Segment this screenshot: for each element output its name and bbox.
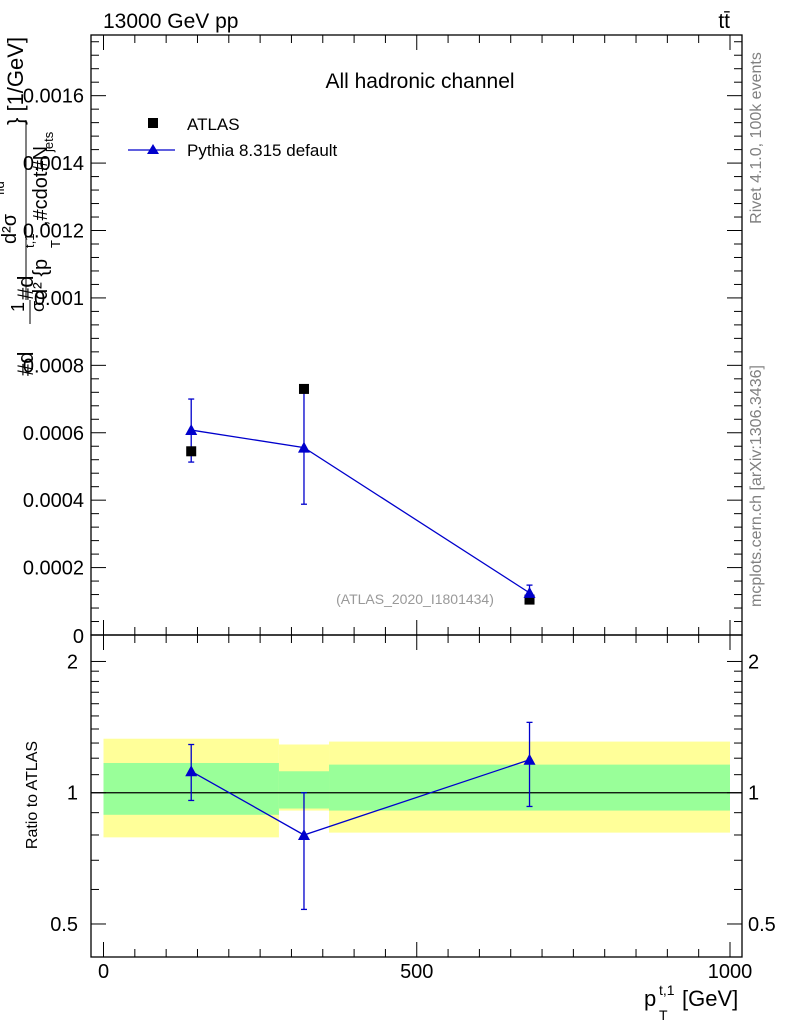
ratio-pythia-point	[523, 753, 536, 765]
legend-atlas-label: ATLAS	[187, 115, 240, 134]
ylabel-frac-den-sub: T	[48, 240, 63, 248]
ratio-y-tick-label-right: 1	[748, 783, 759, 805]
ratio-pythia-point	[297, 828, 310, 840]
x-tick-label: 500	[400, 961, 433, 983]
atlas-data-point	[186, 446, 197, 457]
ratio-y-tick-label-right: 0.5	[748, 914, 776, 936]
atlas-data-point	[298, 383, 309, 394]
ylabel-suffix: } [1/GeV]	[3, 37, 28, 125]
ratio-y-tick-label-left: 2	[67, 651, 78, 673]
legend-pythia-label: Pythia 8.315 default	[187, 141, 338, 160]
x-axis-label-sup: t,1	[659, 982, 675, 998]
pythia-series-line	[191, 429, 530, 594]
x-axis-label-sub: T	[659, 1007, 668, 1023]
ylabel-frac-num: d²σ	[0, 213, 21, 244]
ratio-y-tick-label-right: 2	[748, 651, 759, 673]
legend-pythia-marker	[147, 144, 159, 154]
ylabel-frac-den-sub2: jets	[41, 131, 56, 153]
ylabel-prefix-d: #d	[13, 352, 38, 376]
y-tick-label: 0.0008	[23, 355, 84, 377]
x-axis-label-main: p	[644, 986, 656, 1011]
ratio-plot-ticks	[91, 635, 742, 957]
pythia-data-point	[297, 441, 310, 453]
y-tick-label: 0.001	[34, 288, 84, 310]
main-plot-y-tick-labels: 0.0002 0.0004 0.0006 0.0008 0.001 0.0012 0.001…	[23, 86, 84, 648]
ratio-pythia-point	[185, 765, 198, 777]
main-plot-panel: 0.0002 0.0004 0.0006 0.0008 0.001 0.0012 0.001…	[0, 34, 743, 648]
y-tick-label: 0.0002	[23, 558, 84, 580]
ratio-plot-tick-labels: 0.5 0.5 1 1 2 2 0 500 1000	[50, 651, 776, 983]
ratio-y-axis-label: Ratio to ATLAS	[24, 741, 41, 849]
y-tick-label: 0.0004	[23, 490, 84, 512]
y-tick-label: 0.0012	[23, 221, 84, 243]
ratio-y-tick-label-left: 1	[67, 783, 78, 805]
ylabel-frac-num-sup: fid	[0, 181, 7, 195]
y-tick-label-zero: 0	[73, 626, 84, 648]
atlas-data-point	[524, 594, 535, 605]
pythia-data-point	[185, 424, 198, 436]
analysis-watermark: (ATLAS_2020_I1801434)	[336, 591, 494, 607]
pythia-data-point	[523, 586, 536, 598]
header-energy: 13000 GeV pp	[103, 10, 238, 33]
ratio-plot-data	[185, 721, 536, 911]
ylabel-frac-den: d² {p	[30, 259, 52, 300]
legend-atlas-marker	[148, 118, 158, 128]
ylabel-frac-den-tail: ,#cdot#N	[30, 146, 52, 226]
plot-title: All hadronic channel	[325, 70, 514, 93]
ratio-uncertainty-bands	[91, 738, 742, 838]
header-process: tt̄	[718, 10, 730, 33]
ylabel-prefix-one: 1	[8, 302, 28, 312]
x-axis-label: p T t,1 [GeV]	[644, 982, 738, 1023]
main-y-axis-label: #d 1 σ #d d²σ fid d² {p T t,1 ,#cdot#N j…	[0, 37, 63, 376]
main-plot-data	[185, 383, 536, 605]
y-tick-label: 0.0014	[23, 153, 84, 175]
ratio-y-tick-label-left: 0.5	[50, 914, 78, 936]
y-tick-label: 0.0006	[23, 423, 84, 445]
x-tick-label: 1000	[708, 961, 753, 983]
x-tick-label: 0	[98, 961, 109, 983]
ylabel-prefix-sigma: σ	[28, 301, 48, 312]
legend: ATLAS Pythia 8.315 default	[128, 115, 338, 160]
ratio-plot-frame	[90, 634, 743, 958]
mcplots-label: mcplots.cern.ch [arXiv:1306.3436]	[748, 365, 765, 607]
x-axis-label-unit: [GeV]	[682, 986, 738, 1011]
main-plot-ticks	[91, 35, 742, 636]
rivet-version-label: Rivet 4.1.0, 100k events	[748, 52, 765, 224]
ylabel-frac-den-sup: t,1	[22, 234, 37, 248]
y-tick-label: 0.0016	[23, 86, 84, 108]
ratio-plot-panel: 0.5 0.5 1 1 2 2 0 500 1000 Ratio to ATLAS p T t,…	[24, 634, 776, 1023]
